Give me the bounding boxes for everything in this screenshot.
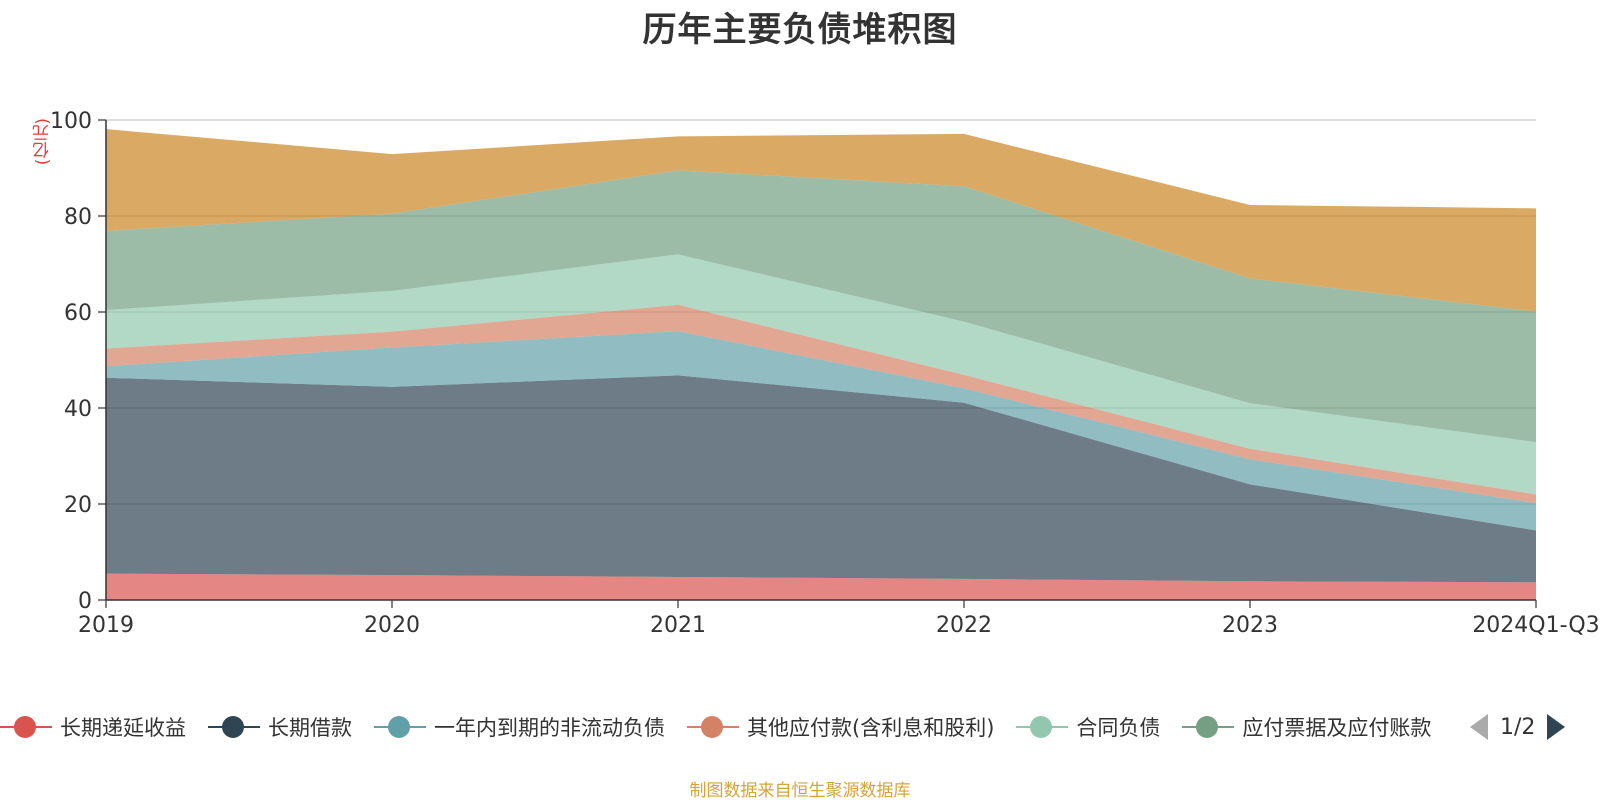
y-tick-label: 20 bbox=[64, 493, 92, 518]
legend-label: 长期借款 bbox=[268, 716, 352, 740]
source-note: 制图数据来自恒生聚源数据库 bbox=[689, 781, 911, 801]
legend-item[interactable]: 长期借款 bbox=[208, 712, 352, 742]
legend-items: 长期递延收益 长期借款 一年内到期的非流动负债 其他应付款(含利息和股利) 合同负债 应付… bbox=[0, 712, 1468, 742]
x-tick-label: 2021 bbox=[650, 613, 706, 638]
legend-item[interactable]: 合同负债 bbox=[1016, 712, 1160, 742]
legend-marker-icon bbox=[1016, 715, 1069, 739]
legend-label: 一年内到期的非流动负债 bbox=[434, 716, 665, 740]
legend-marker-icon bbox=[374, 715, 426, 739]
legend-marker-icon bbox=[0, 715, 52, 739]
legend-item[interactable]: 应付票据及应付账款 bbox=[1182, 712, 1431, 742]
y-tick-label: 80 bbox=[64, 205, 92, 230]
legend-marker-icon bbox=[1182, 715, 1235, 739]
y-tick-label: 60 bbox=[64, 301, 92, 326]
area-series-6 bbox=[106, 129, 1536, 312]
legend-marker-icon bbox=[687, 715, 739, 739]
area-series bbox=[106, 129, 1536, 600]
legend-label: 应付票据及应付账款 bbox=[1242, 716, 1432, 740]
y-tick-label: 40 bbox=[64, 397, 92, 422]
legend-label: 其他应付款(含利息和股利) bbox=[747, 716, 995, 740]
area-series-2 bbox=[106, 331, 1536, 531]
area-series-0 bbox=[106, 573, 1536, 600]
pager-next-icon[interactable] bbox=[1547, 714, 1566, 740]
legend-marker-icon bbox=[208, 715, 260, 739]
x-tick-label: 2019 bbox=[78, 613, 134, 638]
area-series-5 bbox=[106, 170, 1536, 443]
pager-prev-icon[interactable] bbox=[1470, 714, 1488, 740]
x-tick-label: 2022 bbox=[936, 613, 992, 638]
area-series-4 bbox=[106, 254, 1536, 495]
area-series-1 bbox=[106, 375, 1536, 583]
x-tick-label: 2023 bbox=[1222, 613, 1278, 638]
y-tick-label: 100 bbox=[50, 109, 92, 134]
legend-label: 长期递延收益 bbox=[60, 716, 186, 740]
x-tick-label: 2024Q1-Q3 bbox=[1472, 613, 1599, 638]
stacked-area-chart: 0 20 40 60 80 100 2019 2020 2021 2022 2023 2024Q1-Q… bbox=[50, 109, 1600, 638]
legend-item[interactable]: 长期递延收益 bbox=[0, 712, 186, 742]
legend-pager: 1/2 bbox=[1470, 710, 1566, 744]
y-tick-label: 0 bbox=[78, 589, 92, 614]
chart-title: 历年主要负债堆积图 bbox=[642, 10, 958, 50]
axes: 0 20 40 60 80 100 2019 2020 2021 2022 2023 2024Q1-Q… bbox=[50, 109, 1600, 638]
legend-label: 合同负债 bbox=[1076, 716, 1161, 740]
legend: 长期递延收益 长期借款 一年内到期的非流动负债 其他应付款(含利息和股利) 合同负债 应付… bbox=[0, 710, 1600, 744]
x-tick-label: 2020 bbox=[364, 613, 420, 638]
area-series-3 bbox=[106, 304, 1536, 504]
pager-text: 1/2 bbox=[1500, 714, 1536, 740]
legend-item[interactable]: 一年内到期的非流动负债 bbox=[374, 712, 665, 742]
legend-item[interactable]: 其他应付款(含利息和股利) bbox=[687, 712, 994, 742]
